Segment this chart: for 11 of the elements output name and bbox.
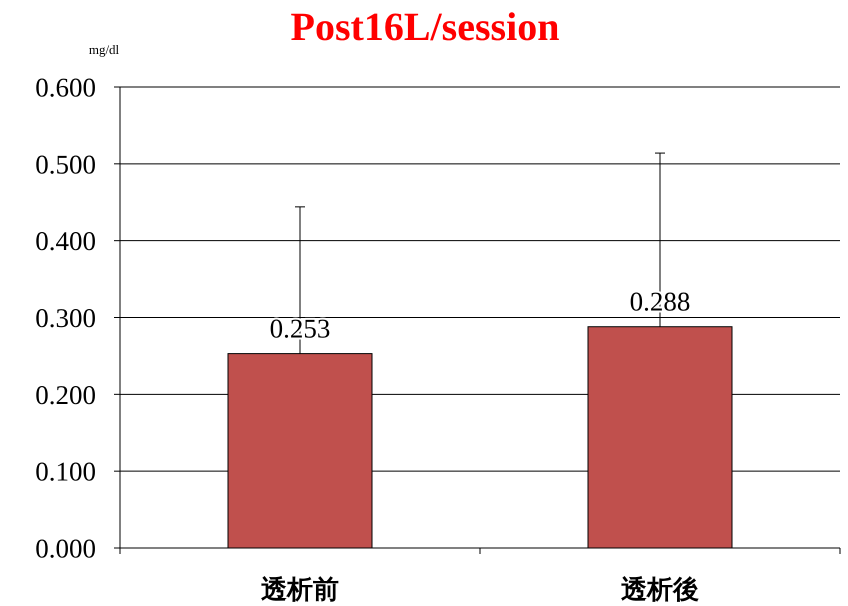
y-tick-label: 0.500 [35,149,96,180]
y-tick-label: 0.000 [35,533,96,564]
x-tick-label: 透析前 [261,575,339,605]
y-tick-label: 0.600 [35,72,96,102]
y-tick-label: 0.100 [35,456,96,487]
y-tick-label: 0.400 [35,226,96,256]
y-tick-label: 0.200 [35,380,96,410]
y-tick-label: 0.300 [35,302,96,333]
y-axis-title: mg/dl [88,42,120,57]
x-tick-label: 透析後 [621,575,699,605]
chart-title: Post16L/session [290,4,560,49]
